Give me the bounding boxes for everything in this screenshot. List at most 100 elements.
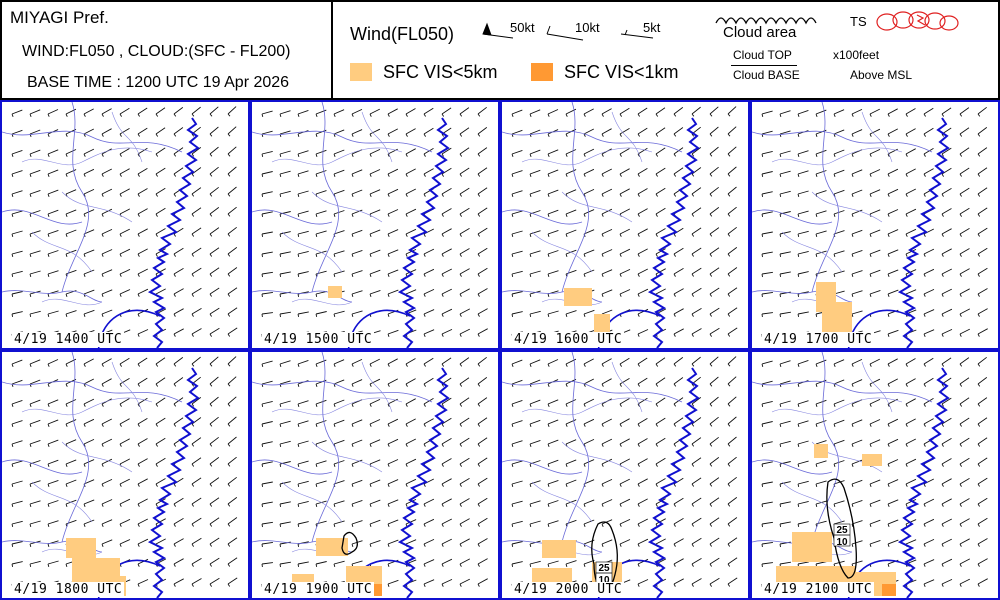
- wind-barb: [441, 248, 452, 257]
- wind-barb: [191, 207, 202, 217]
- wind-barb: [11, 460, 23, 468]
- wind-barb: [315, 359, 327, 367]
- wind-barb: [297, 210, 309, 218]
- wind-barb: [191, 558, 202, 567]
- wind-barb: [65, 209, 77, 217]
- wind-barb: [459, 437, 470, 447]
- wind-barb: [405, 188, 417, 197]
- wind-barb: [137, 498, 148, 507]
- admin-boundary: [2, 102, 183, 303]
- wind-barb: [191, 497, 202, 507]
- wind-barb: [191, 397, 202, 407]
- wind-barb: [423, 518, 435, 527]
- wind-barb: [261, 110, 273, 118]
- wind-barb: [887, 459, 899, 467]
- wind-barb: [529, 270, 541, 278]
- wind-barb: [851, 499, 863, 507]
- wind-barb: [761, 481, 773, 487]
- wind-barb: [333, 460, 345, 467]
- wind-barb: [601, 519, 613, 527]
- wind-barb: [227, 376, 237, 387]
- wind-barb: [977, 167, 988, 177]
- wind-barb: [923, 377, 934, 387]
- wind-barb: [29, 189, 41, 197]
- wind-barb: [333, 419, 345, 427]
- wind-barb: [601, 228, 613, 237]
- vis-lt-1km-area: [882, 584, 896, 596]
- map-canvas: [252, 102, 488, 348]
- wind-barb: [261, 291, 273, 298]
- wind-barb: [47, 359, 59, 367]
- wind-barb: [727, 206, 737, 217]
- wind-barb: [261, 171, 273, 178]
- wind-barb: [941, 458, 952, 467]
- wind-barb: [815, 190, 827, 198]
- wind-barb: [369, 128, 381, 137]
- wind-barb: [761, 150, 773, 158]
- wind-barb: [209, 247, 220, 257]
- wind-barb: [351, 459, 363, 467]
- wind-barb: [583, 168, 595, 177]
- wind-barb: [261, 150, 273, 158]
- wind-barb: [173, 578, 184, 587]
- wind-barb: [137, 377, 148, 387]
- wind-barb: [137, 397, 148, 407]
- vis-lt-5km-area: [862, 454, 882, 466]
- wind-barb: [279, 311, 291, 318]
- wind-barb: [851, 520, 863, 528]
- wind-barb: [959, 437, 970, 447]
- wind-barb: [155, 397, 166, 407]
- cloud-base-value: 10: [598, 575, 610, 586]
- wind-barb: [511, 500, 523, 508]
- wind-barb: [815, 230, 827, 238]
- wind-barb: [83, 309, 95, 317]
- wind-barb: [887, 499, 899, 507]
- panel-time-label: 4/19 1500 UTC: [262, 332, 375, 347]
- wind-barb: [655, 457, 666, 467]
- wind-barb: [709, 477, 720, 487]
- wind-barb: [529, 520, 541, 528]
- wind-barb: [297, 170, 309, 178]
- wind-barb: [333, 520, 345, 528]
- wind-barb: [869, 499, 881, 507]
- wind-barb: [351, 129, 363, 137]
- wind-barb: [369, 189, 381, 197]
- wind-barb: [333, 500, 345, 508]
- vis-lt-5km-area: [814, 444, 828, 458]
- wind-barb: [459, 248, 470, 257]
- wind-barb: [441, 208, 452, 217]
- wind-barb: [227, 356, 237, 367]
- wind-barb: [477, 417, 488, 427]
- wind-barb: [673, 288, 684, 297]
- wind-barb: [83, 378, 95, 387]
- wind-barb: [673, 127, 684, 137]
- wind-barb: [119, 148, 130, 157]
- wind-barb: [209, 577, 220, 587]
- wind-barb: [405, 108, 416, 117]
- wind-barb: [65, 229, 77, 237]
- wind-barb: [583, 519, 595, 527]
- wind-barb: [815, 250, 827, 258]
- wind-barb: [101, 438, 113, 447]
- wind-barb: [869, 269, 881, 277]
- wind-barb: [941, 498, 952, 507]
- wind-barb: [279, 251, 291, 257]
- wind-barb: [209, 186, 219, 197]
- wind-barb: [565, 399, 577, 407]
- wind-barb: [387, 229, 399, 237]
- wind-barb: [47, 169, 59, 177]
- wind-barb: [405, 168, 416, 177]
- wind-barb: [709, 106, 719, 117]
- wind-barb: [583, 358, 594, 367]
- wind-barb: [905, 228, 917, 237]
- wind-barb: [673, 247, 684, 257]
- wind-barb: [65, 399, 77, 407]
- wind-barb: [637, 248, 648, 257]
- wind-barb: [459, 397, 470, 407]
- coastline: [897, 117, 950, 348]
- wind-barb: [977, 517, 988, 527]
- forecast-panel: 25 10 4/19 2100 UTC: [750, 350, 1000, 600]
- wind-barb: [959, 187, 970, 197]
- wind-barb: [511, 520, 523, 528]
